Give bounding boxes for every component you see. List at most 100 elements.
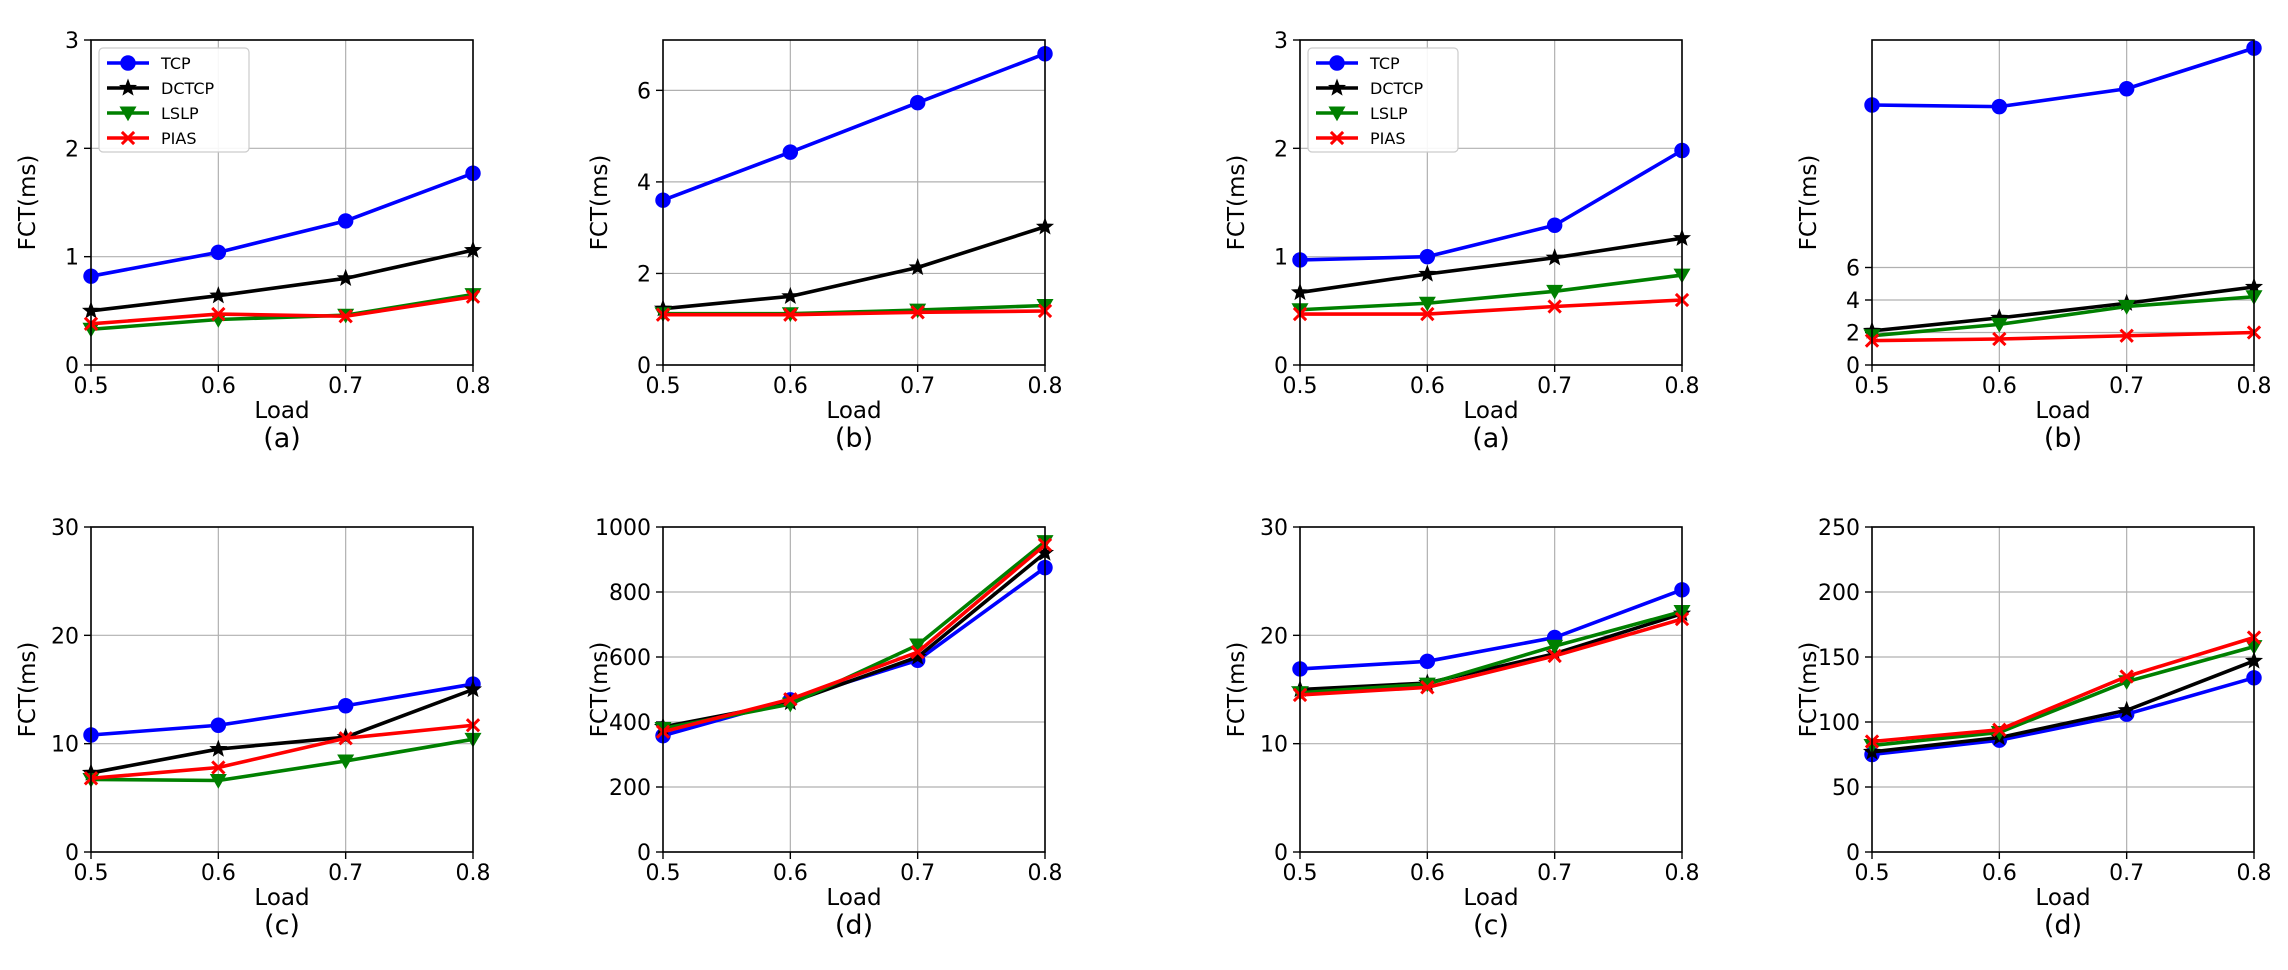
y-tick-label: 1000: [595, 516, 651, 541]
x-axis-label: Load: [2035, 885, 2090, 911]
axes-frame: [90, 526, 474, 853]
y-tick-label: 0: [637, 354, 651, 379]
legend-label-pias: PIAS: [161, 129, 196, 148]
x-tick-label: 0.7: [900, 374, 935, 399]
y-axis-label: FCT(ms): [15, 155, 41, 251]
series-line-pias: [1871, 330, 2255, 343]
series-line-dctcp: [1299, 236, 1683, 295]
x-tick-label: 0.6: [773, 374, 808, 399]
y-tick-label: 6: [637, 79, 651, 104]
x-axis-label: Load: [2035, 398, 2090, 424]
legend-marker-tcp: [1329, 55, 1345, 71]
data-point-tcp: [909, 94, 926, 111]
x-tick-label: 0.7: [2109, 861, 2144, 886]
x-axis-label: Load: [1463, 398, 1518, 424]
chart-panel-3: 0.5 0.6 0.7 0.8 0 1 2 3 Load(a) FCT(ms) TCP DCTCP LS…: [1224, 29, 1700, 454]
series-line-pias: [90, 294, 474, 326]
x-tick-label: 0.6: [201, 374, 236, 399]
y-tick-label: 0: [1846, 841, 1860, 866]
x-tick-label: 0.6: [773, 861, 808, 886]
y-tick-label: 0: [1274, 841, 1288, 866]
y-tick-label: 1: [1274, 246, 1288, 271]
x-tick-label: 0.8: [2237, 374, 2272, 399]
x-tick-label: 0.6: [1982, 374, 2017, 399]
series-line-dctcp: [1299, 611, 1683, 692]
panel-caption: (c): [264, 910, 300, 941]
x-axis-label: Load: [826, 885, 881, 911]
y-tick-label: 30: [51, 516, 79, 541]
data-point-lslp: [1418, 296, 1436, 312]
y-tick-label: 4: [637, 171, 651, 196]
chart-panel-8: 0.5 0.6 0.7 0.8 0 50 100 150 200 250 Load(d) FCT(ms…: [1796, 516, 2272, 941]
data-point-tcp: [210, 244, 227, 261]
y-tick-label: 0: [65, 354, 79, 379]
panel-caption: (a): [1472, 423, 1510, 454]
x-tick-label: 0.8: [456, 861, 491, 886]
series-line-pias: [663, 309, 1046, 317]
legend-marker-lslp: [1328, 106, 1346, 122]
y-tick-label: 150: [1818, 646, 1860, 671]
x-tick-label: 0.6: [1410, 374, 1445, 399]
series-line-lslp: [90, 292, 474, 332]
chart-panel-6: 0.5 0.6 0.7 0.8 0 200 400 600 800 1000 Load(d) FCT(…: [587, 516, 1063, 941]
data-point-pias: [211, 760, 226, 775]
data-point-tcp: [210, 717, 227, 733]
panel-caption: (b): [835, 423, 873, 454]
x-tick-label: 0.7: [328, 374, 363, 399]
axes-frame: [90, 39, 474, 366]
data-point-lslp: [1546, 284, 1564, 300]
y-tick-label: 100: [1818, 711, 1860, 736]
y-tick-label: 3: [1274, 29, 1288, 54]
y-tick-label: 10: [1260, 733, 1288, 758]
y-tick-label: 3: [65, 29, 79, 54]
data-point-pias: [1992, 722, 2007, 737]
data-point-lslp: [337, 754, 355, 770]
x-tick-label: 0.6: [1982, 861, 2017, 886]
data-point-pias: [338, 731, 353, 746]
series-line-tcp: [90, 682, 474, 737]
data-point-lslp: [209, 774, 227, 789]
chart-panel-5: 0.5 0.6 0.7 0.8 0 10 20 30 Load(c) FCT(ms): [15, 516, 491, 941]
series-line-tcp: [1299, 148, 1683, 262]
series-line-lslp: [662, 540, 1047, 731]
y-tick-label: 800: [609, 581, 651, 606]
legend-label-dctcp: DCTCP: [161, 79, 215, 98]
x-tick-label: 0.6: [1410, 861, 1445, 886]
chart-panel-2: 0.5 0.6 0.7 0.8 0 2 4 6 Load(b) FCT(ms): [587, 39, 1063, 454]
y-tick-label: 2: [637, 262, 651, 287]
panel-caption: (d): [2044, 910, 2082, 941]
x-tick-label: 0.7: [1537, 861, 1572, 886]
legend-label-tcp: TCP: [1369, 54, 1400, 73]
y-tick-label: 50: [1832, 776, 1860, 801]
series-line-pias: [1300, 298, 1683, 316]
series-line-tcp: [1871, 676, 2255, 757]
data-point-dctcp: [209, 739, 228, 757]
legend-marker-dctcp: [1327, 78, 1347, 96]
y-tick-label: 2: [1274, 137, 1288, 162]
data-point-tcp: [782, 144, 799, 160]
axes-frame: [1299, 526, 1683, 853]
x-tick-label: 0.5: [646, 861, 681, 886]
series-line-dctcp: [1871, 659, 2255, 754]
x-tick-label: 0.5: [1855, 861, 1890, 886]
y-axis-label: FCT(ms): [1796, 155, 1822, 251]
chart-panel-1: 0.5 0.6 0.7 0.8 0 1 2 3 Load(a) FCT(ms) TCP DCTCP LS…: [15, 29, 491, 454]
legend-label-tcp: TCP: [160, 54, 191, 73]
y-tick-label: 0: [637, 841, 651, 866]
data-point-tcp: [1419, 248, 1436, 265]
legend-marker-lslp: [119, 106, 137, 122]
y-tick-label: 6: [1846, 257, 1860, 282]
panel-caption: (d): [835, 910, 873, 941]
x-axis-label: Load: [254, 398, 309, 424]
x-tick-label: 0.5: [74, 374, 109, 399]
data-point-lslp: [2118, 300, 2136, 315]
y-tick-label: 0: [65, 841, 79, 866]
y-tick-label: 4: [1846, 289, 1860, 314]
legend-label-lslp: LSLP: [1370, 104, 1408, 123]
data-point-pias: [1420, 680, 1435, 695]
series-line-tcp: [662, 52, 1046, 202]
data-point-tcp: [2118, 81, 2135, 97]
data-point-lslp: [909, 638, 927, 654]
legend: TCP DCTCP LSLP PIAS: [98, 47, 250, 153]
